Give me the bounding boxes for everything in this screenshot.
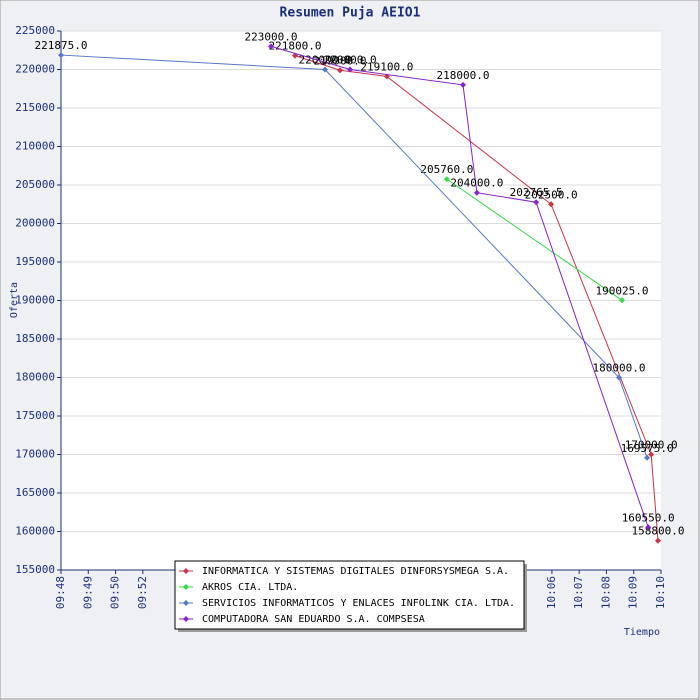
point-marker: [644, 454, 651, 461]
legend-label: SERVICIOS INFORMATICOS Y ENLACES INFOLIN…: [202, 598, 515, 609]
legend-marker: [183, 616, 189, 622]
point-marker: [347, 66, 354, 73]
point-marker: [443, 176, 450, 183]
data-label: 169575.0: [621, 442, 674, 455]
series-line: [294, 55, 659, 541]
y-tick-label: 210000: [15, 140, 55, 153]
y-tick-label: 225000: [15, 24, 55, 37]
point-marker: [619, 297, 625, 304]
data-label: 220000.0: [299, 54, 352, 67]
point-marker: [322, 66, 328, 73]
point-marker: [58, 52, 64, 59]
legend-box: [174, 560, 525, 630]
point-marker: [655, 537, 661, 544]
point-marker: [616, 374, 622, 381]
data-label: 223000.0: [245, 30, 298, 43]
x-tick-label: 10:06: [545, 576, 558, 609]
x-tick-label: 09:52: [136, 576, 149, 609]
data-label: 219100.0: [360, 60, 413, 73]
x-tick-label: 09:49: [81, 576, 94, 609]
legend-marker: [183, 568, 189, 574]
y-axis-label: Oferta: [9, 282, 20, 318]
series-line: [270, 45, 649, 528]
y-tick-label: 200000: [15, 217, 55, 230]
x-tick-label: 10:07: [572, 576, 585, 609]
y-tick-label: 180000: [15, 371, 55, 384]
point-marker: [473, 189, 480, 196]
legend-marker: [183, 584, 189, 590]
point-marker: [337, 67, 343, 74]
point-marker: [268, 43, 274, 50]
legend-marker: [183, 600, 189, 606]
y-tick-label: 175000: [15, 409, 55, 422]
point-marker: [533, 199, 540, 206]
x-tick-label: 10:09: [627, 576, 640, 609]
data-label: 180000.0: [593, 362, 646, 375]
data-label: 160550.0: [622, 511, 675, 524]
series-line: [446, 178, 623, 301]
legend-label: INFORMATICA Y SISTEMAS DIGITALES DINFORS…: [202, 566, 509, 577]
data-label: 202765.5: [510, 186, 563, 199]
point-marker: [548, 201, 555, 208]
legend: INFORMATICA Y SISTEMAS DIGITALES DINFORS…: [174, 560, 527, 632]
y-tick-label: 160000: [15, 525, 55, 538]
y-tick-label: 220000: [15, 63, 55, 76]
point-marker: [648, 451, 655, 458]
data-label: 220000.0: [324, 54, 377, 67]
x-axis-label: Tiempo: [624, 627, 660, 638]
data-label: 202500.0: [525, 188, 578, 201]
y-tick-label: 155000: [15, 563, 55, 576]
legend-label: AKROS CIA. LTDA.: [202, 582, 298, 593]
x-tick-label: 09:48: [54, 576, 67, 609]
y-tick-label: 215000: [15, 101, 55, 114]
x-tick-label: 10:08: [599, 576, 612, 609]
y-tick-label: 170000: [15, 448, 55, 461]
data-label: 221875.0: [35, 39, 88, 52]
data-label: 204000.0: [450, 177, 503, 190]
point-marker: [645, 524, 652, 531]
data-label: 218000.0: [437, 69, 490, 82]
y-tick-label: 165000: [15, 486, 55, 499]
y-tick-label: 190000: [15, 294, 55, 307]
x-tick-label: 09:50: [109, 576, 122, 609]
chart-title: Resumen Puja AEIO1: [280, 6, 421, 21]
data-label: 219900.0: [314, 54, 367, 67]
series-line: [60, 54, 648, 458]
data-label: 190025.0: [596, 284, 649, 297]
series-group: 221800.0219900.0219100.0202500.0170000.0…: [35, 30, 685, 544]
data-label: 205760.0: [420, 163, 473, 176]
data-label: 170000.0: [625, 439, 678, 452]
point-marker: [460, 81, 466, 88]
x-tick-label: 10:10: [654, 576, 667, 609]
data-label: 158800.0: [632, 525, 685, 538]
y-tick-label: 195000: [15, 255, 55, 268]
legend-label: COMPUTADORA SAN EDUARDO S.A. COMPSESA: [202, 614, 425, 625]
y-tick-label: 205000: [15, 178, 55, 191]
y-tick-label: 185000: [15, 332, 55, 345]
